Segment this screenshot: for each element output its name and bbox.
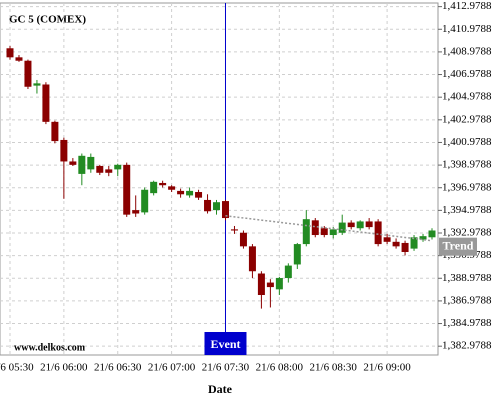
watermark: www.delkos.com bbox=[14, 342, 86, 353]
candle-body bbox=[42, 84, 50, 122]
candle-body bbox=[78, 155, 86, 174]
y-tick-label: 1,412.9788 bbox=[442, 0, 492, 12]
candle-body bbox=[347, 222, 355, 228]
candle-body bbox=[6, 48, 14, 58]
candle-body bbox=[132, 210, 140, 214]
trend-label: Trend bbox=[443, 238, 474, 252]
candle-body bbox=[284, 265, 292, 279]
candle-body bbox=[204, 199, 212, 212]
candle-body bbox=[24, 60, 32, 87]
candle-body bbox=[293, 244, 301, 265]
candle-body bbox=[177, 190, 185, 195]
candle-body bbox=[365, 221, 373, 228]
candle-body bbox=[401, 242, 409, 253]
candle-body bbox=[329, 229, 337, 236]
candle-body bbox=[392, 241, 400, 247]
y-tick-label: 1,402.9788 bbox=[442, 113, 492, 125]
candle-body bbox=[266, 282, 274, 288]
y-tick-label: 1,384.9788 bbox=[442, 317, 492, 329]
x-tick-label: 21/6 07:30 bbox=[202, 362, 250, 374]
candle-body bbox=[419, 236, 427, 240]
x-tick-label: 21/6 05:30 bbox=[0, 362, 34, 374]
x-tick-label: 21/6 08:30 bbox=[310, 362, 358, 374]
candle-body bbox=[15, 57, 23, 61]
event-label: Event bbox=[210, 337, 240, 351]
y-tick-label: 1,400.9788 bbox=[442, 136, 492, 148]
y-tick-label: 1,398.9788 bbox=[442, 159, 492, 171]
candle-body bbox=[96, 165, 104, 173]
candle-body bbox=[338, 222, 346, 233]
candle-body bbox=[168, 186, 176, 190]
candle-body bbox=[186, 190, 194, 196]
y-tick-label: 1,388.9788 bbox=[442, 272, 492, 284]
candle-body bbox=[275, 278, 283, 290]
plot-area bbox=[0, 2, 439, 356]
candle-body bbox=[230, 229, 238, 231]
candle-body bbox=[311, 220, 319, 236]
y-tick-label: 1,406.9788 bbox=[442, 68, 492, 80]
candle-body bbox=[141, 189, 149, 213]
event-box bbox=[204, 332, 247, 355]
candle-body bbox=[213, 202, 221, 211]
y-tick-label: 1,404.9788 bbox=[442, 91, 492, 103]
y-tick-label: 1,392.9788 bbox=[442, 227, 492, 239]
candle-body bbox=[239, 232, 247, 247]
chart-title: GC 5 (COMEX) bbox=[9, 14, 86, 26]
candle-body bbox=[383, 237, 391, 242]
candle-body bbox=[248, 246, 256, 272]
candle-body bbox=[221, 201, 229, 219]
candle-body bbox=[320, 228, 328, 236]
y-tick-label: 1,410.9788 bbox=[442, 23, 492, 35]
candle-body bbox=[374, 221, 382, 245]
trend-line bbox=[225, 215, 433, 242]
y-tick-label: 1,396.9788 bbox=[442, 181, 492, 193]
candle-body bbox=[114, 164, 122, 170]
candle-body bbox=[51, 121, 59, 142]
candle-body bbox=[159, 182, 167, 186]
y-tick-label: 1,382.9788 bbox=[442, 340, 492, 352]
candle-body bbox=[150, 181, 158, 194]
x-tick-label: 21/6 09:00 bbox=[363, 362, 411, 374]
candle-body bbox=[356, 221, 364, 229]
candle-body bbox=[69, 161, 77, 165]
candle-body bbox=[105, 169, 113, 173]
candle-body bbox=[195, 192, 203, 198]
y-tick-label: 1,394.9788 bbox=[442, 204, 492, 216]
y-tick-label: 1,386.9788 bbox=[442, 294, 492, 306]
candle-body bbox=[60, 139, 68, 162]
candle-body bbox=[123, 164, 131, 215]
x-tick-label: 21/6 06:00 bbox=[40, 362, 88, 374]
candle-body bbox=[302, 219, 310, 245]
x-tick-label: 21/6 07:00 bbox=[148, 362, 196, 374]
candle-body bbox=[428, 230, 436, 238]
y-tick-label: 1,408.9788 bbox=[442, 45, 492, 57]
x-axis-label: Date bbox=[208, 382, 233, 396]
candle-body bbox=[257, 273, 265, 296]
x-tick-label: 21/6 06:30 bbox=[94, 362, 142, 374]
candle-body bbox=[33, 83, 41, 86]
trend-box bbox=[439, 237, 477, 256]
candle-body bbox=[410, 237, 418, 249]
x-tick-label: 21/6 08:00 bbox=[256, 362, 304, 374]
candle-body bbox=[87, 156, 95, 170]
